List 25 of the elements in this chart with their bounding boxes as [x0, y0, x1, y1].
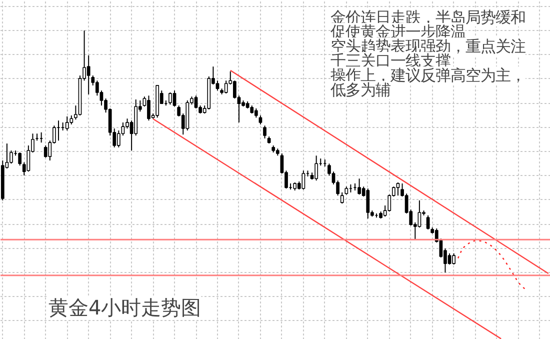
candlestick	[263, 125, 266, 139]
candlestick	[314, 155, 318, 182]
candlestick	[147, 95, 150, 122]
candlestick	[366, 188, 370, 220]
candlestick	[418, 200, 422, 228]
candlestick	[65, 116, 69, 131]
candlestick	[426, 214, 430, 230]
candlestick	[224, 80, 228, 94]
candlestick	[340, 192, 344, 204]
candlestick	[216, 80, 220, 92]
annotation: 低多为辅	[330, 81, 390, 99]
candlestick	[172, 90, 176, 107]
candlestick	[302, 170, 306, 190]
candlestick	[396, 182, 400, 196]
candlestick	[86, 54, 90, 95]
candlestick	[44, 144, 48, 158]
candlestick	[116, 130, 120, 148]
candlestick	[254, 108, 258, 118]
candlestick	[18, 152, 22, 166]
candlestick	[168, 92, 172, 106]
candlestick	[448, 252, 452, 266]
text: 黄金4小时走势图	[48, 296, 202, 320]
candlestick	[194, 95, 198, 109]
candlestick	[452, 252, 456, 266]
candlestick	[10, 150, 13, 164]
